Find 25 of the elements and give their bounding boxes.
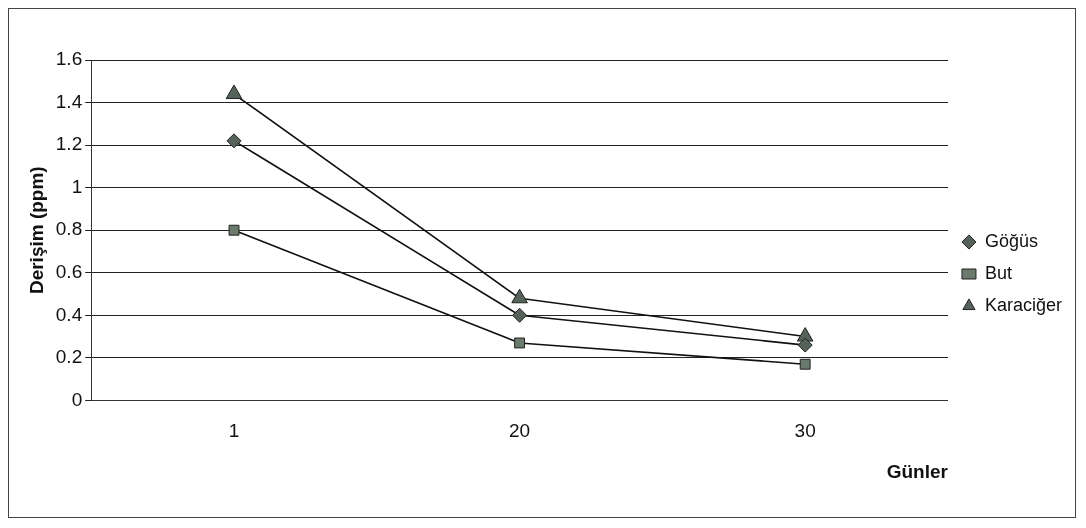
y-axis-title: Derişim (ppm) [25,166,47,295]
x-tick-label: 20 [509,420,531,442]
y-tick-label: 0.4 [55,303,83,325]
point [799,358,811,370]
point [225,84,243,100]
point [511,288,528,304]
x-tick-label: 30 [794,420,816,442]
point [226,133,242,149]
y-tick-label: 0.6 [55,260,83,282]
point [797,337,813,353]
x-tick-label: 1 [228,420,240,442]
y-tick-label: 0.8 [55,218,83,240]
legend-label: But [984,262,1012,283]
y-tick-label: 1.6 [55,48,83,70]
x-axis-title: Günler [886,460,949,482]
y-tick-label: 1 [71,175,83,197]
y-tick-label: 0 [71,388,83,410]
point [512,307,528,323]
y-tick-label: 1.2 [55,133,83,155]
point [514,337,526,349]
y-tick-label: 1.4 [55,90,83,112]
point [228,224,240,236]
legend-label: Karaciğer [984,294,1063,315]
y-tick-label: 0.2 [55,346,83,368]
legend-label: Göğüs [984,230,1039,251]
